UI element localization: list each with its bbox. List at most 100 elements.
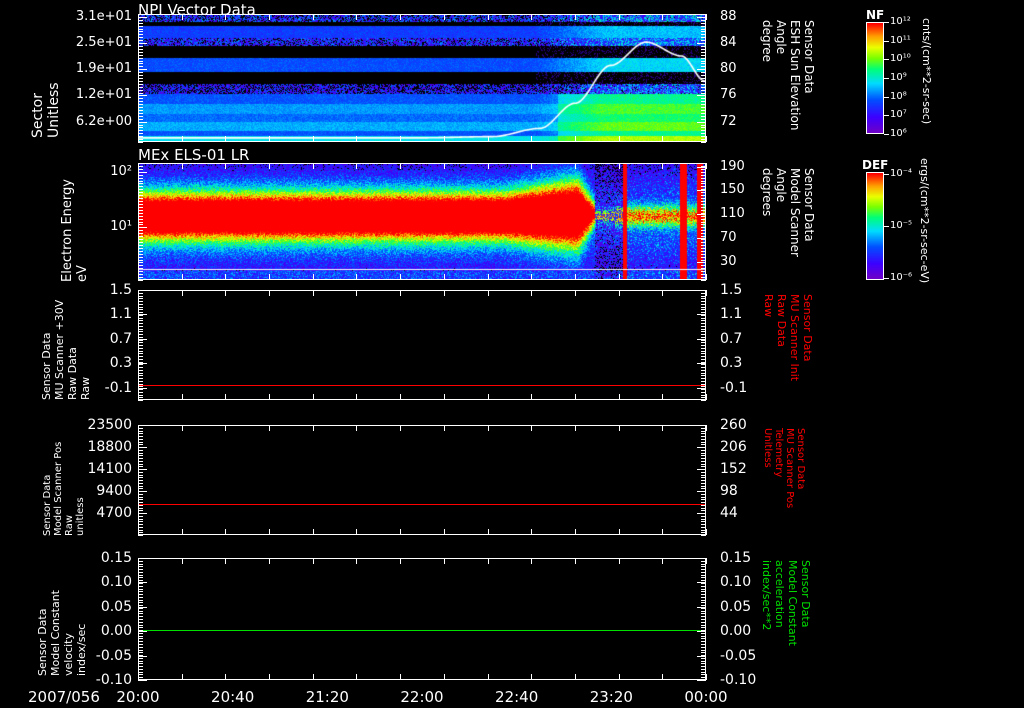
panel5-minor-l-11	[138, 588, 143, 590]
panel2-minor-r-4	[701, 174, 706, 176]
panel-model-scanner-pos	[138, 425, 706, 535]
panel5-xtick-top-7	[443, 558, 445, 564]
panel2-minor-r-27	[701, 241, 706, 243]
panel1-minor-r-19	[701, 69, 706, 71]
panel2-minor-r-5	[701, 177, 706, 179]
panel5-minor-r-5	[701, 571, 706, 573]
panel4-minor-l-21	[138, 482, 143, 484]
panel5-minor-r-31	[701, 643, 706, 645]
panel3-minor-l-26	[138, 361, 143, 363]
panel2-right-tick-1: 150	[720, 182, 745, 198]
panel3-minor-l-23	[138, 353, 143, 355]
colorbar-def-tick-1: 10⁻⁵	[890, 220, 913, 231]
panel5-right-tick-0: 0.15	[720, 550, 752, 566]
panel5-minor-r-15	[701, 599, 706, 601]
panel1-minor-l-43	[138, 139, 143, 141]
panel4-minor-l-11	[138, 455, 143, 457]
panel1-minor-r-8	[701, 37, 706, 39]
panel1-xtick-top-13	[706, 14, 707, 20]
panel3-minor-r-26	[701, 361, 706, 363]
panel1-xtick-top-5	[356, 14, 358, 20]
panel4-xtick-top-8	[487, 425, 489, 431]
panel1-minor-l-42	[138, 136, 143, 138]
panel2-minor-r-33	[701, 259, 706, 261]
panel3-minor-r-10	[701, 317, 706, 319]
panel5-minor-r-27	[701, 632, 706, 634]
panel2-xtick-top-7	[443, 163, 445, 169]
panel4-minor-r-3	[701, 433, 706, 435]
panel1-minor-l-19	[138, 69, 143, 71]
panel5-xtick-bot-9	[531, 674, 533, 680]
panel3-minor-l-33	[138, 380, 143, 382]
panel1-minor-r-2	[701, 19, 706, 21]
panel1-minor-l-32	[138, 107, 143, 109]
panel4-minor-r-39	[701, 532, 706, 534]
panel5-xtick-bot-4	[312, 674, 314, 680]
panel4-minor-l-26	[138, 496, 143, 498]
panel2-right-axis-label: Sensor Data Model Scanner Angle degrees	[760, 168, 816, 257]
panel-mex-els-01-lr	[138, 163, 706, 280]
panel2-xtick-top-2	[225, 163, 227, 169]
panel5-minor-r-36	[701, 657, 706, 659]
panel1-minor-l-5	[138, 28, 143, 30]
panel3-minor-r-18	[701, 339, 706, 341]
panel1-minor-r-42	[701, 136, 706, 138]
panel3-minor-l-12	[138, 323, 143, 324]
panel1-minor-l-2	[138, 19, 143, 21]
panel4-minor-l-29	[138, 504, 143, 506]
panel3-xtick-top-2	[225, 290, 227, 296]
panel2-xtick-bot-5	[356, 274, 358, 280]
panel3-xtick-bot-6	[400, 394, 402, 400]
panel5-minor-r-28	[701, 635, 706, 637]
panel5-minor-r-23	[701, 621, 706, 623]
panel1-minor-r-14	[701, 54, 706, 56]
panel4-minor-r-7	[701, 444, 706, 446]
panel5-minor-r-10	[701, 585, 706, 587]
panel3-xtick-bot-13	[706, 394, 707, 400]
panel3-minor-r-6	[701, 306, 706, 308]
panel2-minor-r-25	[701, 236, 706, 238]
panel2-xtick-bot-2	[225, 274, 227, 280]
panel3-minor-l-15	[138, 331, 143, 333]
panel2-left-tick-1: 10¹	[110, 218, 132, 234]
panel3-minor-l-14	[138, 328, 143, 330]
panel2-minor-r-12	[701, 198, 706, 200]
panel5-minor-r-18	[701, 607, 706, 609]
panel2-right-majtick-2	[697, 214, 706, 216]
panel4-xtick-top-4	[312, 425, 314, 431]
panel5-minor-r-40	[701, 668, 706, 670]
colorbar-nf-tick-6: 10⁶	[890, 128, 907, 139]
colorbar-def-tick-0: 10⁻⁴	[890, 168, 913, 179]
panel4-right-tick-3: 98	[720, 483, 738, 499]
panel3-xtick-top-11	[618, 290, 620, 296]
panel4-xtick-bot-11	[618, 529, 620, 535]
panel1-xtick-top-11	[618, 14, 620, 20]
panel1-minor-r-26	[701, 89, 706, 91]
panel4-minor-l-25	[138, 493, 143, 495]
panel3-minor-r-30	[701, 372, 706, 374]
panel1-minor-r-34	[701, 112, 706, 114]
panel5-xtick-bot-5	[356, 674, 358, 680]
panel3-xtick-top-1	[181, 290, 183, 296]
panel2-minor-l-19	[138, 218, 143, 220]
panel5-minor-l-41	[138, 671, 143, 673]
panel4-right-axis-label: Sensor Data MU Scanner Pos Telemetry Uni…	[762, 428, 806, 509]
panel2-minor-l-10	[138, 192, 143, 194]
panel5-minor-l-39	[138, 666, 143, 668]
panel4-minor-l-27	[138, 499, 143, 501]
panel5-xtick-bot-10	[574, 674, 576, 680]
panel4-minor-l-0	[138, 425, 143, 426]
panel3-minor-l-16	[138, 334, 143, 335]
trace-mu-scanner-pos	[139, 504, 705, 505]
panel5-xtick-top-6	[400, 558, 402, 564]
panel2-right-majtick-1	[697, 190, 706, 192]
panel3-minor-l-39	[138, 397, 143, 399]
panel1-minor-r-30	[701, 101, 706, 103]
panel4-minor-r-40	[701, 535, 706, 536]
panel4-minor-r-14	[701, 463, 706, 465]
panel5-left-majtick-4	[138, 655, 147, 657]
panel4-minor-r-17	[701, 471, 706, 473]
panel4-minor-r-13	[701, 460, 706, 462]
panel1-xtick-bot-12	[662, 136, 664, 142]
panel2-minor-l-30	[138, 250, 143, 252]
